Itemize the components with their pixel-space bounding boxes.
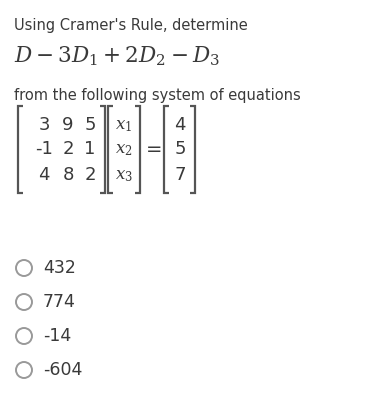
Text: $x_1$: $x_1$ [116, 116, 133, 133]
Text: 7: 7 [174, 166, 186, 183]
Text: 4: 4 [174, 116, 186, 133]
Text: 774: 774 [43, 293, 76, 311]
Text: 8: 8 [62, 166, 74, 183]
Text: 9: 9 [62, 116, 74, 133]
Text: =: = [146, 140, 162, 159]
Text: -14: -14 [43, 327, 71, 345]
Text: -604: -604 [43, 361, 82, 379]
Text: $x_3$: $x_3$ [115, 166, 133, 183]
Text: 432: 432 [43, 259, 76, 277]
Text: 2: 2 [62, 140, 74, 159]
Text: 1: 1 [84, 140, 96, 159]
Text: 5: 5 [84, 116, 96, 133]
Text: $D-3D_1+2D_2-D_3$: $D-3D_1+2D_2-D_3$ [14, 44, 220, 68]
Text: 4: 4 [38, 166, 50, 183]
Text: Using Cramer's Rule, determine: Using Cramer's Rule, determine [14, 18, 248, 33]
Text: $x_2$: $x_2$ [115, 140, 133, 159]
Text: from the following system of equations: from the following system of equations [14, 88, 301, 103]
Text: 3: 3 [38, 116, 50, 133]
Text: 2: 2 [84, 166, 96, 183]
Text: 5: 5 [174, 140, 186, 159]
Text: -1: -1 [35, 140, 53, 159]
